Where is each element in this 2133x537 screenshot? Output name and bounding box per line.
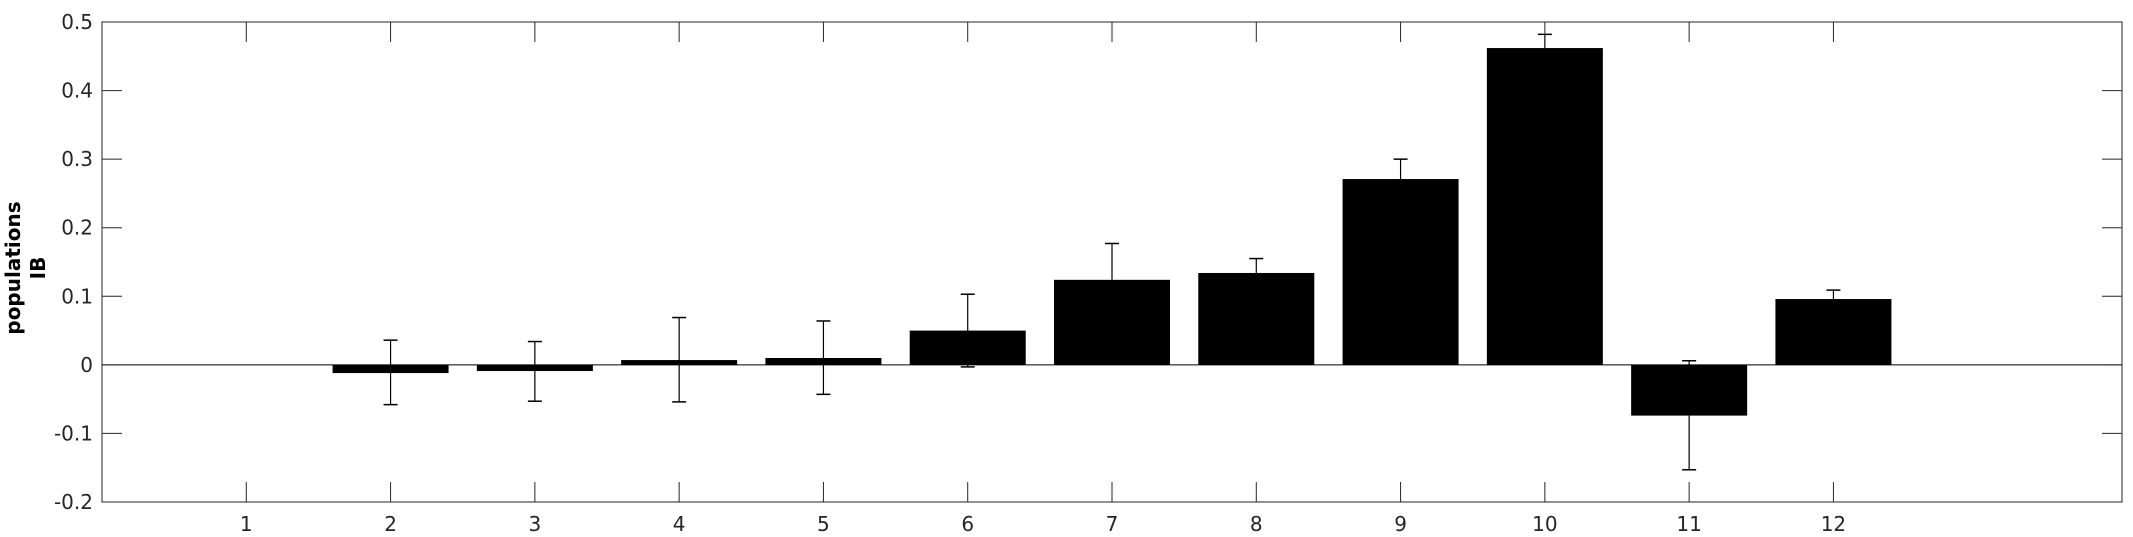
bar-12 [1775,299,1892,365]
y-tick-label-6: 0.4 [61,79,93,103]
x-tick-label-4: 4 [673,512,686,533]
x-tick-label-5: 5 [817,512,830,533]
bar-7 [1054,279,1170,365]
x-tick-label-12: 12 [1821,512,1846,533]
error-bars [383,33,1841,471]
bar-9 [1342,179,1459,365]
ticks: -0.2-0.100.10.20.30.40.51 2 3 4 5 6 7 8 9 10 11 12 [54,10,2122,536]
bars [332,48,1892,416]
y-tick-label-7: 0.5 [61,10,93,34]
y-axis-label-line-2: IB [26,257,50,280]
x-tick-label-7: 7 [1106,512,1119,533]
y-tick-label-2: 0 [80,353,93,377]
y-axis-label: populations IB [1,201,50,334]
x-tick-label-6: 6 [961,512,974,533]
x-tick-label-2: 2 [384,512,397,533]
x-tick-label-10: 10 [1532,512,1557,533]
y-tick-label-4: 0.2 [61,216,93,240]
x-tick-label-11: 11 [1676,512,1701,533]
y-tick-label-5: 0.3 [61,147,93,171]
x-tick-label-9: 9 [1394,512,1407,533]
bar-8 [1198,272,1315,365]
y-tick-label-3: 0.1 [61,284,93,308]
y-tick-label-0: -0.2 [54,490,93,514]
x-tick-label-3: 3 [528,512,541,533]
bar-10 [1486,48,1603,365]
x-tick-label-1: 1 [240,512,253,533]
y-axis-label-line-1: populations [1,201,25,334]
x-tick-label-8: 8 [1250,512,1263,533]
y-tick-label-1: -0.1 [54,421,93,445]
